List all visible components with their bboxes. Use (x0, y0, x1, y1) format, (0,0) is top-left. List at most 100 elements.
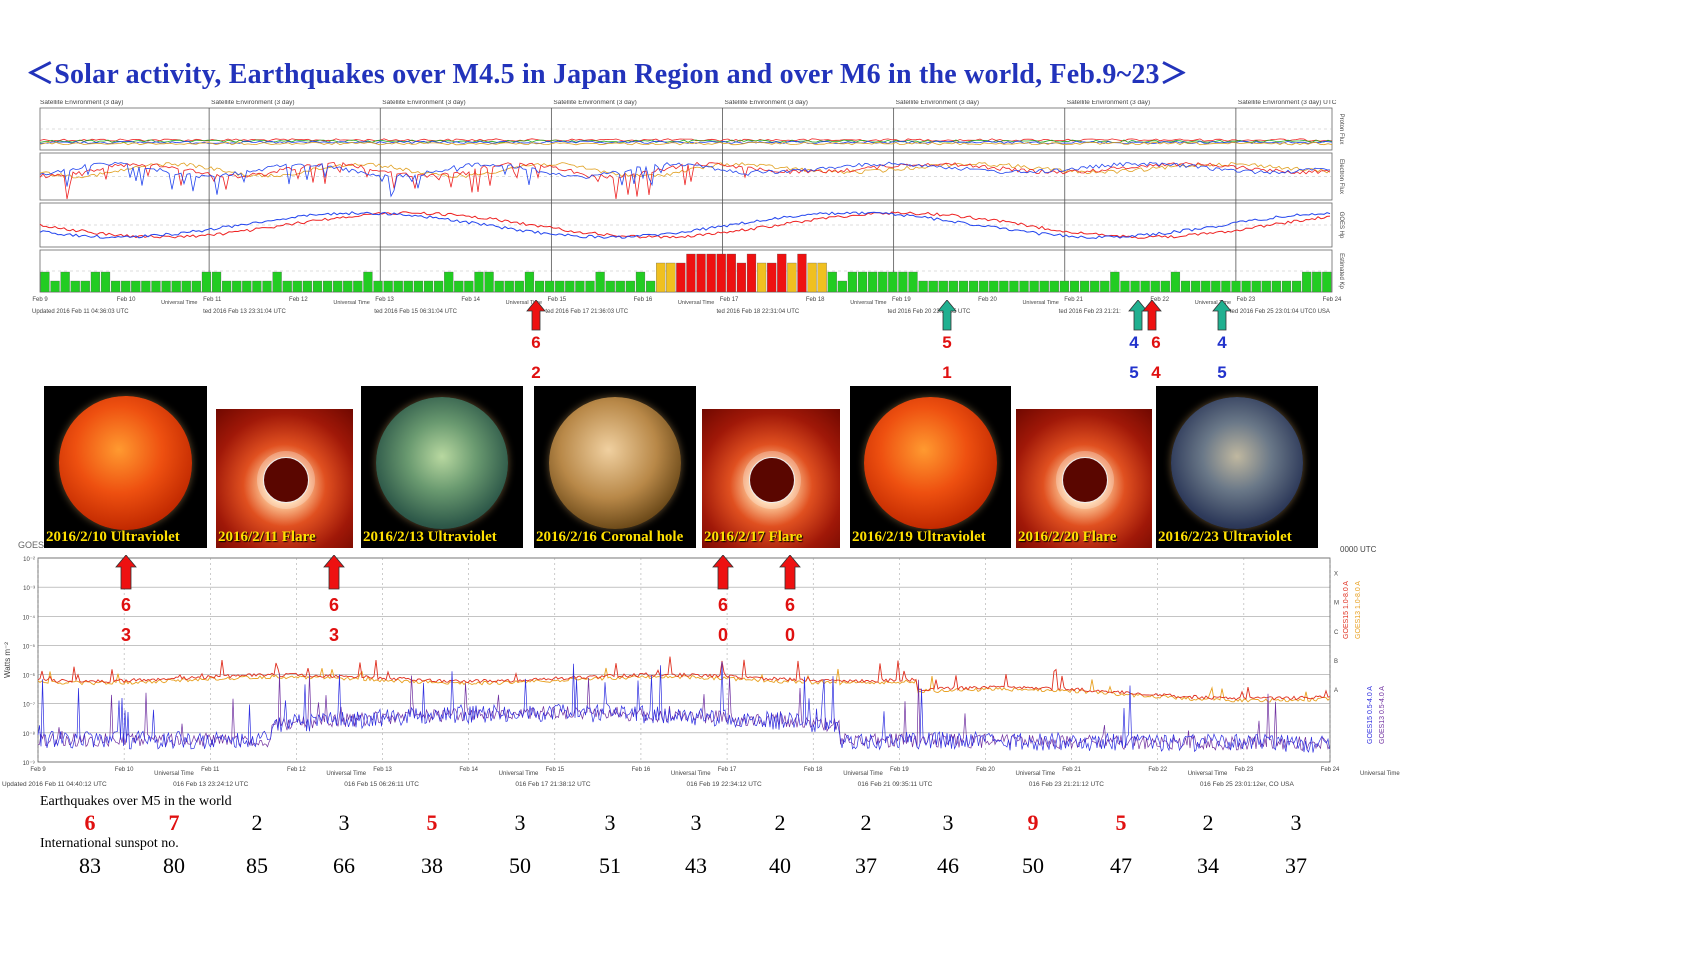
date-tick: Feb 16 (634, 297, 653, 303)
date-tick: Feb 11 (203, 297, 222, 303)
earthquake-count: 7 (168, 810, 180, 835)
arrow-shape (115, 555, 137, 590)
earthquake-count: 3 (514, 810, 526, 835)
sunspot-number: 47 (1110, 853, 1132, 878)
kp-bar (1110, 271, 1120, 293)
bottom-event-arrows: 6 3 6 3 6 0 6 0 (115, 555, 801, 645)
date-tick: Feb 22 (1150, 297, 1169, 303)
sunspot-number: 80 (163, 853, 185, 878)
arrow-shape (526, 300, 546, 331)
kp-bar (898, 271, 908, 293)
date-tick: Feb 9 (32, 297, 48, 303)
kp-bar (262, 280, 272, 293)
legend-entry: GOES15 1.0-8.0 A (1343, 581, 1350, 639)
updated-stamp: Updated 2016 Feb 11 04:40:12 UTC (2, 781, 107, 788)
lasco-flare-image (702, 409, 840, 548)
kp-bar (363, 271, 373, 293)
arrow-shape (1212, 300, 1232, 331)
axis-caption: Universal Time (850, 300, 886, 306)
kp-bar (1261, 280, 1271, 293)
arrow-shape (779, 555, 801, 590)
date-tick: Feb 10 (117, 297, 136, 303)
kp-bar (686, 253, 696, 293)
electron-flux-line (39, 162, 1331, 179)
updated-stamp: Updated 2016 Feb 11 04:36:03 UTC (32, 309, 129, 315)
kp-bar (1080, 280, 1090, 293)
event-digit: 6 (718, 595, 728, 615)
flare-class-letter: A (1334, 688, 1338, 694)
event-digit: 5 (942, 333, 951, 352)
date-tick: Feb 19 (892, 297, 911, 303)
kp-bar (736, 262, 747, 293)
kp-bar (555, 280, 565, 293)
goes15-long-line (37, 656, 1331, 701)
kp-bar (343, 280, 353, 293)
kp-bar (857, 271, 868, 293)
sunspot-number: 66 (333, 853, 355, 878)
sun-ultraviolet-image (534, 386, 696, 548)
panel-header: Satellite Environment (3 day) UTC (1238, 100, 1337, 106)
kp-bar (1039, 280, 1049, 293)
updated-stamp: ted 2016 Feb 25 23:01:04 UTC0 USA (1230, 309, 1330, 315)
kp-bar (312, 280, 323, 293)
kp-bar (161, 280, 171, 293)
kp-bar (635, 271, 646, 293)
kp-bar (908, 271, 918, 293)
panel-right-label: Proton Flux (1338, 114, 1344, 145)
kp-bar (1312, 271, 1322, 293)
red-up-arrow (779, 555, 801, 590)
kp-bar (1019, 280, 1029, 293)
image-caption: 2016/2/23 Ultraviolet (1158, 529, 1292, 545)
kp-bar (575, 280, 585, 293)
earthquake-count: 3 (690, 810, 702, 835)
axis-caption: Universal Time (1015, 771, 1055, 777)
date-tick: Feb 13 (375, 297, 394, 303)
sun-ultraviolet-image (1156, 386, 1318, 548)
goes-xray-flux-panel: GOES 0000 UTC 10⁻² 10⁻³ 10⁻⁴ 10⁻⁵ 10⁻⁶ 10⁻⁷ 10⁻⁸… (0, 540, 1420, 800)
earthquake-count: 3 (1290, 810, 1302, 835)
kp-bar (1029, 280, 1039, 293)
event-digit: 4 (1129, 333, 1139, 352)
kp-bar (1090, 280, 1100, 293)
event-digit: 5 (1217, 363, 1226, 382)
page-title: ＜Solar activity, Earthquakes over M4.5 i… (26, 59, 1188, 90)
kp-bar (1150, 280, 1160, 293)
kp-bar (545, 280, 555, 293)
goes-hp-line (39, 211, 1331, 239)
date-tick: Feb 22 (1148, 767, 1167, 773)
earthquake-count: 3 (604, 810, 616, 835)
lasco-flare-image (216, 409, 353, 548)
earthquake-count: 2 (1202, 810, 1214, 835)
sunspot-number: 34 (1197, 853, 1219, 878)
kp-bar (595, 271, 605, 293)
axis-caption: Universal Time (326, 771, 366, 777)
kp-bar (232, 280, 242, 293)
date-tick: Feb 23 (1237, 297, 1256, 303)
panel-header: Satellite Environment (3 day) (211, 100, 294, 106)
axis-caption: Universal Time (678, 300, 714, 306)
legend-entry: GOES13 0.5-4.0 A (1379, 686, 1386, 744)
lasco-flare-image (1016, 409, 1152, 548)
date-tick: Feb 16 (632, 767, 651, 773)
kp-bar (817, 262, 827, 293)
sunspot-row-label: International sunspot no. (40, 836, 179, 851)
kp-bar (222, 280, 232, 293)
sun-ultraviolet-image (361, 386, 523, 548)
kp-bar (1140, 280, 1150, 293)
axis-caption: Universal Time (499, 771, 539, 777)
kp-bar (80, 280, 90, 293)
kp-bar (393, 280, 403, 293)
kp-bar (1201, 280, 1211, 293)
image-caption: 2016/2/19 Ultraviolet (852, 529, 986, 545)
proton-flux-line (39, 141, 1333, 146)
kp-bar (494, 280, 504, 293)
date-tick: Feb 23 (1235, 767, 1254, 773)
kp-bar (131, 280, 141, 293)
solar-disc (864, 396, 997, 529)
sunspot-number: 50 (509, 853, 531, 878)
kp-bar (1059, 280, 1070, 293)
updated-stamp: ted 2016 Feb 20 23:31:05 UTC (888, 309, 971, 315)
goes15-short-line (37, 661, 1330, 753)
earthquake-count: 3 (338, 810, 350, 835)
updated-stamp: ted 2016 Feb 13 23:31:04 UTC (203, 309, 286, 315)
